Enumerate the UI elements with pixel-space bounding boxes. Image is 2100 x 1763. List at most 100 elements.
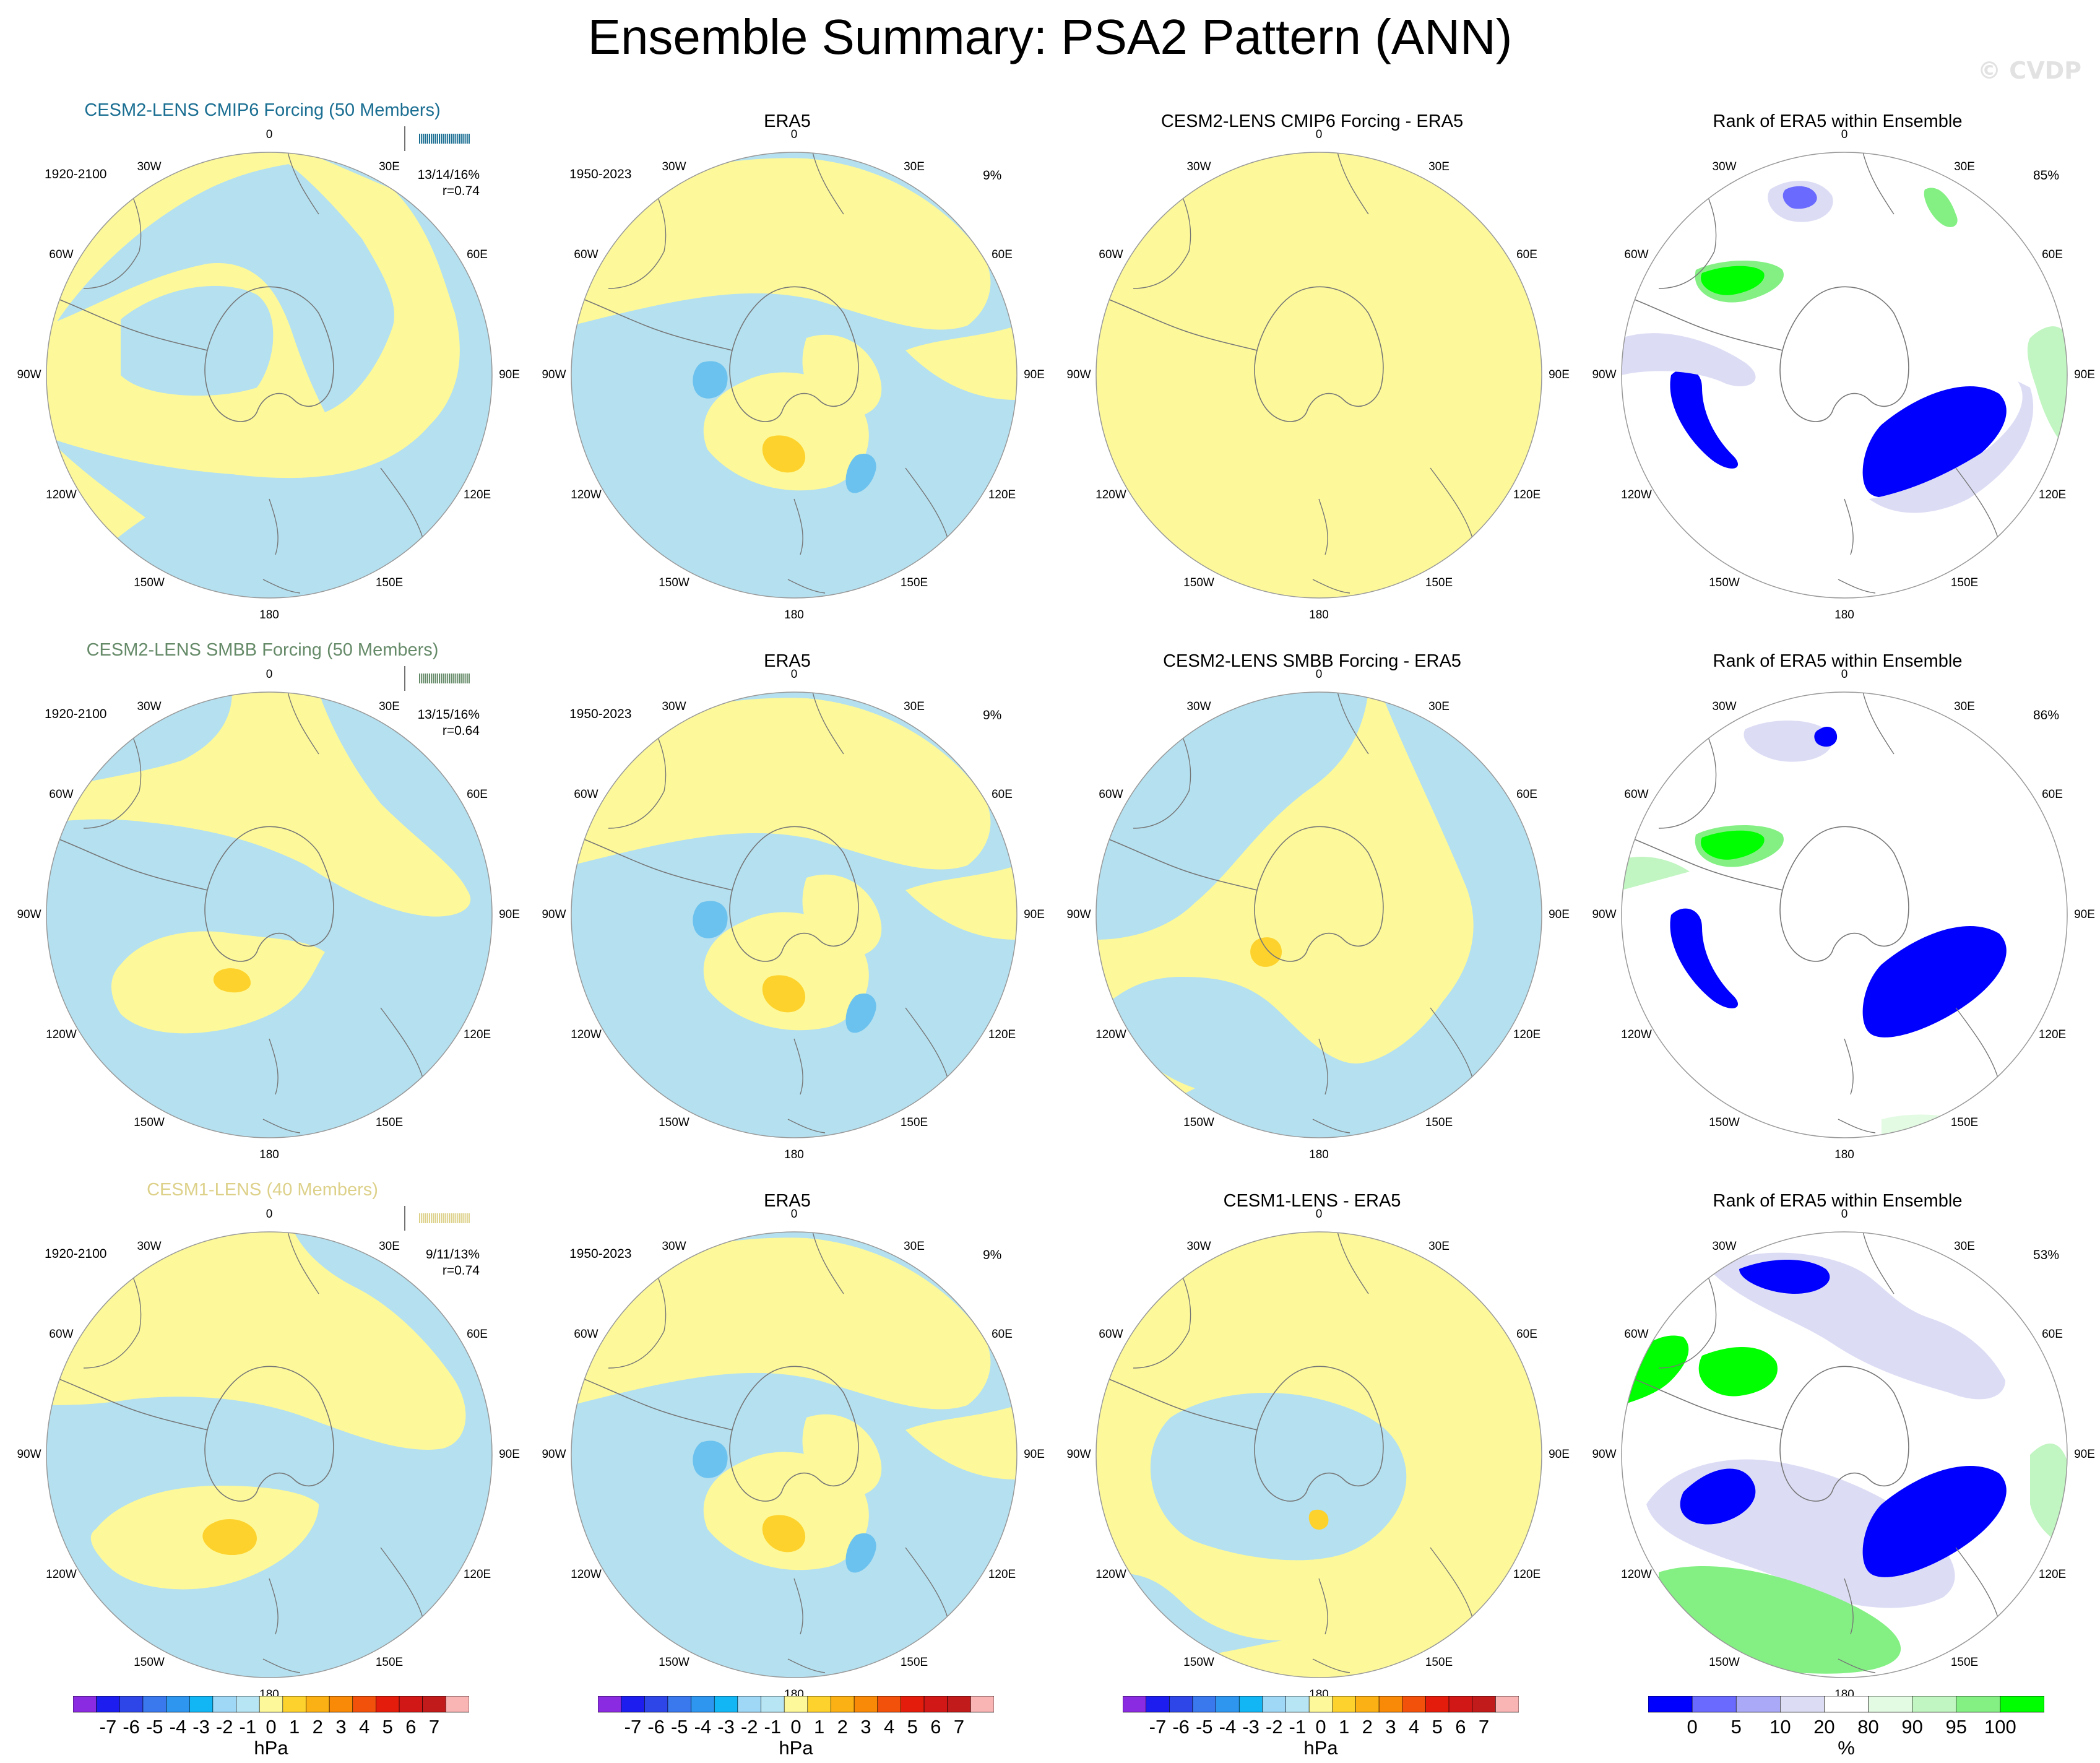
colorbar-swatch — [923, 1696, 948, 1713]
colorbar-tick-label: 2 — [312, 1716, 323, 1738]
longitude-label: 90E — [1549, 908, 1570, 921]
colorbar-tick-label: 5 — [382, 1716, 393, 1738]
colorbar-tick-label: 90 — [1901, 1716, 1923, 1738]
colorbar-swatch — [119, 1696, 144, 1713]
contour-region — [1096, 162, 1542, 598]
period-label: 1950-2023 — [569, 1247, 632, 1261]
contour-region — [845, 453, 876, 493]
contour-region — [121, 285, 274, 396]
longitude-label: 30W — [137, 1239, 162, 1253]
colorbar-tick-label: -2 — [740, 1716, 758, 1738]
longitude-label: 90W — [1592, 368, 1617, 381]
colorbar-swatch — [446, 1696, 470, 1713]
polar-map — [1621, 152, 2068, 599]
contour-region — [1701, 266, 1765, 295]
colorbar-swatch — [1355, 1696, 1380, 1713]
longitude-label: 90W — [1592, 908, 1617, 921]
colorbar-swatch — [644, 1696, 668, 1713]
contour-region — [1744, 721, 1833, 762]
longitude-label: 120W — [1095, 488, 1126, 501]
contour-region — [693, 901, 728, 938]
colorbar-swatch — [1192, 1696, 1216, 1713]
colorbar-tick-label: -3 — [1242, 1716, 1260, 1738]
longitude-label: 90W — [542, 368, 566, 381]
colorbar-swatch — [1648, 1696, 1693, 1713]
colorbar-swatch — [1956, 1696, 2001, 1713]
pattern-correlation: r=0.74 — [442, 184, 480, 198]
colorbar-tick-label: -3 — [717, 1716, 735, 1738]
longitude-label: 150W — [659, 576, 689, 590]
panel-rank-row1: 0 30E 60E 90E 120E 150E 180 150W 120W 90W 60W 30W Ra… — [1575, 87, 2100, 625]
colorbar-tick-label: -3 — [192, 1716, 210, 1738]
longitude-label: 150W — [1183, 1116, 1214, 1130]
colorbar-tick-label: 0 — [790, 1716, 802, 1738]
percent-label: 86% — [2033, 708, 2060, 722]
period-label: 1920-2100 — [45, 1247, 107, 1261]
longitude-label: 30E — [904, 700, 925, 713]
colorbar-unit: % — [1838, 1737, 1855, 1759]
colorbar-tick-label: 6 — [405, 1716, 417, 1738]
percent-label: 9% — [983, 1248, 1002, 1262]
colorbar-swatch — [189, 1696, 214, 1713]
antarctica-coastline — [1096, 1366, 1384, 1502]
colorbar-tick-label: 3 — [860, 1716, 871, 1738]
longitude-label: 90W — [1066, 908, 1091, 921]
colorbar-swatch — [1402, 1696, 1426, 1713]
longitude-label: 30E — [379, 160, 400, 173]
longitude-label: 30W — [662, 1239, 686, 1253]
colorbar-tick-label: -7 — [624, 1716, 642, 1738]
map-boundary — [1621, 1231, 2068, 1678]
colorbar-tick-label: -4 — [1219, 1716, 1237, 1738]
longitude-label: 180 — [259, 1148, 279, 1161]
map-boundary — [571, 1231, 1018, 1678]
polar-map — [1095, 152, 1542, 599]
colorbar-swatch — [667, 1696, 691, 1713]
colorbar-swatch — [1824, 1696, 1869, 1713]
antarctica-coastline — [1622, 1366, 1909, 1502]
colorbar-swatch — [422, 1696, 446, 1713]
longitude-label: 120W — [46, 1568, 77, 1581]
longitude-label: 30E — [1428, 1239, 1450, 1253]
contour-region — [1670, 908, 1739, 1008]
contour-region — [213, 968, 251, 993]
polar-map — [1095, 691, 1542, 1138]
contour-region — [1150, 1393, 1407, 1561]
longitude-label: 180 — [259, 609, 279, 622]
longitude-label: 30W — [1186, 700, 1211, 713]
longitude-label: 0 — [266, 128, 273, 141]
colorbar-unit: hPa — [779, 1737, 813, 1759]
colorbar-tick-label: 20 — [1813, 1716, 1835, 1738]
longitude-label: 90W — [1066, 368, 1091, 381]
colorbar-swatches — [597, 1696, 995, 1713]
longitude-label: 0 — [1315, 668, 1323, 681]
map-boundary — [1095, 691, 1542, 1138]
longitude-label: 90E — [1549, 1448, 1570, 1461]
colorbar-tick-label: 4 — [358, 1716, 370, 1738]
longitude-label: 90W — [1592, 1448, 1617, 1461]
contour-region — [1869, 381, 2034, 513]
polar-map — [46, 691, 493, 1138]
colorbar-swatches — [1648, 1696, 2045, 1713]
longitude-label: 120W — [1095, 1028, 1126, 1041]
colorbar-swatch — [72, 1696, 97, 1713]
longitude-label: 60W — [49, 788, 74, 801]
contour-region — [1924, 188, 1958, 227]
colorbar-tick-label: 3 — [335, 1716, 347, 1738]
antarctica-coastline — [1622, 286, 1909, 422]
colorbar-swatch — [2000, 1696, 2045, 1713]
contour-region — [1622, 333, 1756, 387]
variance-stats: 9/11/13% — [425, 1247, 480, 1262]
contour-region — [802, 874, 882, 957]
longitude-label: 90E — [2074, 908, 2095, 921]
longitude-label: 90E — [2074, 1448, 2095, 1461]
longitude-label: 150E — [1950, 576, 1979, 590]
map-boundary — [1621, 691, 2068, 1138]
longitude-label: 150E — [1425, 576, 1453, 590]
longitude-label: 120W — [1621, 488, 1652, 501]
longitude-label: 90E — [1024, 1448, 1045, 1461]
longitude-label: 60E — [992, 788, 1013, 801]
longitude-label: 0 — [1841, 128, 1848, 141]
polar-map — [571, 1231, 1018, 1678]
longitude-label: 150W — [1709, 1116, 1740, 1130]
contour-region — [1782, 186, 1817, 209]
